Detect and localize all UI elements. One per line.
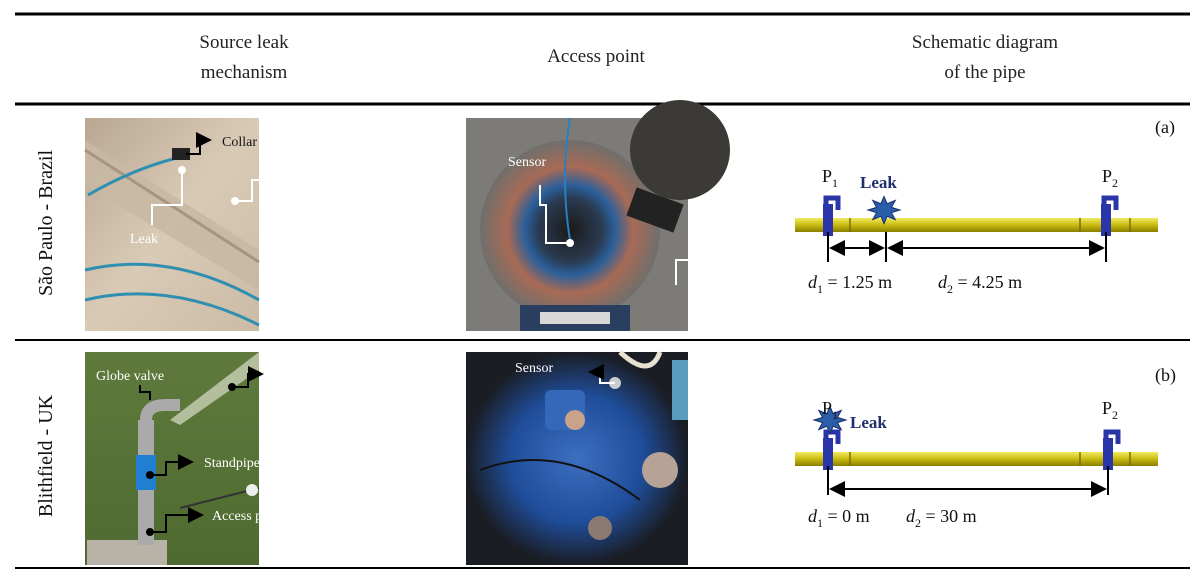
column-header: mechanism <box>201 62 288 83</box>
value-text: = 1.25 m <box>823 272 892 292</box>
symbol-label: P2 <box>1102 398 1118 422</box>
symbol: P <box>1102 166 1112 186</box>
column-header: Source leak <box>199 32 289 53</box>
symbol-label: P2 <box>1102 166 1118 190</box>
symbol-label: d2 = 4.25 m <box>938 272 1022 296</box>
column-header: Access point <box>547 46 645 67</box>
symbol-label: d1 = 1.25 m <box>808 272 892 296</box>
figure-table: Source leak mechanism Access point Schem… <box>0 0 1190 571</box>
photo-label: Leak <box>272 368 300 383</box>
symbol-label: d2 = 30 m <box>906 506 977 530</box>
photo-label: Access point <box>212 509 284 524</box>
photo-label: Standpipe <box>204 456 260 471</box>
leak-symbol <box>868 196 900 223</box>
photo-label: Globe valve <box>96 369 164 384</box>
column-header: of the pipe <box>944 62 1025 83</box>
panel-label: (b) <box>1155 365 1176 386</box>
photo-label: Leak <box>130 232 158 247</box>
value-text: = 30 m <box>921 506 977 526</box>
subscript: 2 <box>1112 408 1118 422</box>
symbol: P <box>822 166 832 186</box>
photo-label: buried pipe <box>274 159 337 174</box>
subscript: 2 <box>1112 176 1118 190</box>
photo-label: Main <box>274 139 304 154</box>
site-label: São Paulo - Brazil <box>35 150 57 297</box>
sensor <box>823 438 833 470</box>
leak-photo: Collar Main buried pipe Leak <box>85 118 337 331</box>
photo-label: Collar <box>222 135 257 150</box>
leak-label: Leak <box>850 413 887 432</box>
photo-label: Sensor <box>515 361 553 376</box>
symbol: P <box>822 398 832 418</box>
symbol: P <box>1102 398 1112 418</box>
subscript: 1 <box>832 176 838 190</box>
access-photo: Sensor <box>466 100 730 331</box>
panel-label: (a) <box>1155 117 1175 138</box>
leak-photo: Globe valve Leak Standpipe Access point <box>85 352 300 565</box>
site-label: Blithfield - UK <box>35 394 57 517</box>
value-text: = 0 m <box>823 506 870 526</box>
symbol-label: d1 = 0 m <box>808 506 870 530</box>
sensor <box>1101 204 1111 236</box>
leak-label: Leak <box>860 173 897 192</box>
column-header: Schematic diagram <box>912 32 1058 53</box>
subscript: 1 <box>832 408 838 422</box>
photo-label: Sensor <box>508 155 546 170</box>
symbol-label: P1 <box>822 166 838 190</box>
sensor <box>823 204 833 236</box>
access-photo: Sensor <box>466 352 688 565</box>
sensor <box>1103 438 1113 470</box>
value-text: = 4.25 m <box>953 272 1022 292</box>
